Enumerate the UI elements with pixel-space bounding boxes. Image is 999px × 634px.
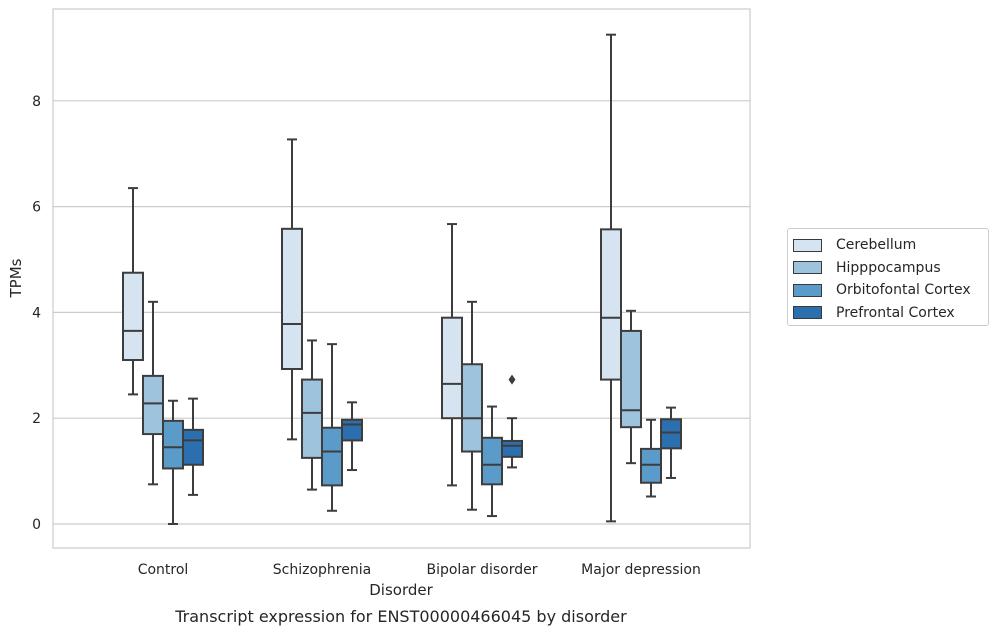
box-orbitofontal-cortex-control: [162, 399, 184, 525]
x-tick-label-major-depression: Major depression: [581, 562, 701, 578]
box-prefrontal-cortex-bipolar-disorder: [501, 374, 523, 469]
legend-swatch-prefrontal-cortex: [793, 306, 822, 320]
box-iqr: [640, 447, 662, 484]
box-iqr: [321, 426, 343, 487]
y-axis-label: TPMs: [7, 258, 25, 298]
y-tick-label-2: 2: [32, 411, 41, 427]
box-hipppocampus-schizophrenia: [301, 339, 323, 491]
outlier-point: [508, 374, 516, 385]
boxes: [122, 33, 682, 525]
x-axis-label: Disorder: [369, 581, 433, 599]
box-hipppocampus-bipolar-disorder: [461, 300, 483, 511]
x-tick-labels: Control Schizophrenia Bipolar disorder Majo…: [138, 562, 701, 578]
box-iqr: [162, 419, 184, 470]
legend-swatch-cerebellum: [793, 238, 822, 252]
box-hipppocampus-control: [142, 300, 164, 486]
y-tick-label-4: 4: [32, 305, 41, 321]
legend-item-prefrontal-cortex: Prefrontal Cortex: [793, 302, 988, 325]
box-prefrontal-cortex-control: [182, 397, 204, 496]
legend-label-cerebellum: Cerebellum: [836, 237, 917, 254]
box-iqr: [341, 418, 363, 442]
x-tick-label-control: Control: [138, 562, 189, 578]
box-orbitofontal-cortex-major-depression: [640, 418, 662, 498]
legend-label-orbitofrontal-cortex: Orbitofontal Cortex: [836, 282, 971, 299]
legend-label-prefrontal-cortex: Prefrontal Cortex: [836, 304, 955, 321]
box-iqr: [600, 228, 622, 381]
x-tick-label-bipolar-disorder: Bipolar disorder: [426, 562, 537, 578]
box-iqr: [301, 378, 323, 459]
box-orbitofontal-cortex-bipolar-disorder: [481, 405, 503, 518]
box-iqr: [481, 436, 503, 486]
legend-swatch-orbitofrontal-cortex: [793, 283, 822, 297]
box-hipppocampus-major-depression: [620, 309, 642, 465]
y-tick-label-0: 0: [32, 517, 41, 533]
box-iqr: [441, 316, 463, 420]
box-prefrontal-cortex-major-depression: [660, 406, 682, 479]
box-iqr: [281, 227, 303, 371]
legend-label-hippocampus: Hipppocampus: [836, 259, 941, 276]
box-iqr: [182, 428, 204, 466]
legend-item-hippocampus: Hipppocampus: [793, 257, 988, 280]
box-iqr: [501, 439, 523, 458]
box-prefrontal-cortex-schizophrenia: [341, 401, 363, 472]
plot-area-frame: [52, 8, 751, 549]
legend-swatch-hippocampus: [793, 261, 822, 275]
box-cerebellum-major-depression: [600, 33, 622, 523]
box-cerebellum-control: [122, 187, 144, 396]
y-tick-label-8: 8: [32, 94, 41, 110]
box-cerebellum-bipolar-disorder: [441, 223, 463, 487]
legend: Cerebellum Hipppocampus Orbitofontal Cor…: [787, 228, 989, 326]
x-tick-label-schizophrenia: Schizophrenia: [273, 562, 371, 578]
box-iqr: [461, 363, 483, 453]
legend-item-orbitofrontal-cortex: Orbitofontal Cortex: [793, 279, 988, 302]
y-tick-label-6: 6: [32, 200, 41, 216]
box-iqr: [142, 374, 164, 436]
box-iqr: [620, 329, 642, 429]
box-iqr: [660, 418, 682, 450]
y-tick-labels: 0 2 4 6 8: [32, 94, 41, 533]
legend-item-cerebellum: Cerebellum: [793, 234, 988, 257]
box-cerebellum-schizophrenia: [281, 138, 303, 441]
box-orbitofontal-cortex-schizophrenia: [321, 343, 343, 512]
chart-title: Transcript expression for ENST0000046604…: [174, 607, 627, 626]
box-iqr: [122, 271, 144, 362]
